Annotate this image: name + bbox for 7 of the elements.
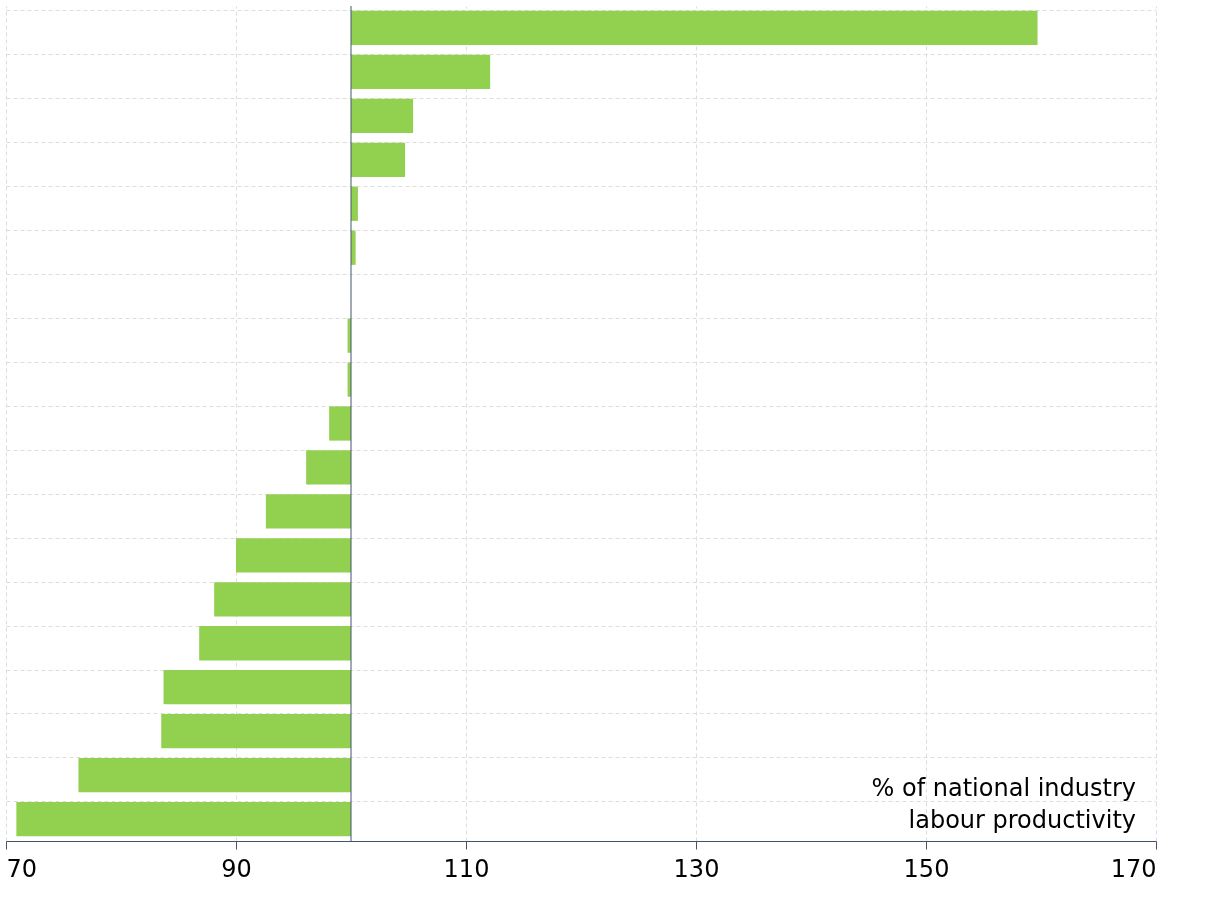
- x-tick-label: 70: [6, 854, 38, 883]
- x-tick-label: 130: [673, 854, 720, 883]
- x-tick-label: 150: [903, 854, 950, 883]
- annotation: % of national industry labour productivity: [871, 774, 1136, 834]
- x-tick-label: 110: [443, 854, 490, 883]
- x-tick-label: 170: [1110, 854, 1157, 883]
- x-tick-label: 90: [221, 854, 252, 883]
